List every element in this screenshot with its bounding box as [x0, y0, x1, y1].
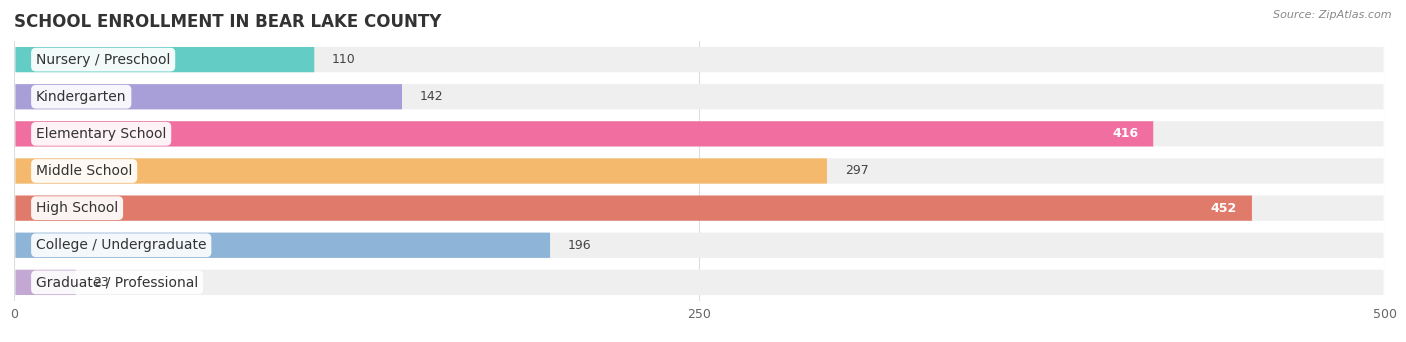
Text: Kindergarten: Kindergarten: [37, 90, 127, 104]
Text: Graduate / Professional: Graduate / Professional: [37, 275, 198, 289]
FancyBboxPatch shape: [15, 121, 1153, 146]
FancyBboxPatch shape: [15, 270, 76, 295]
Text: 110: 110: [332, 53, 356, 66]
Text: Source: ZipAtlas.com: Source: ZipAtlas.com: [1274, 10, 1392, 20]
FancyBboxPatch shape: [15, 196, 1384, 221]
FancyBboxPatch shape: [15, 158, 1384, 184]
Text: 142: 142: [420, 90, 443, 103]
FancyBboxPatch shape: [15, 233, 550, 258]
FancyBboxPatch shape: [15, 196, 1251, 221]
FancyBboxPatch shape: [15, 158, 827, 184]
Text: College / Undergraduate: College / Undergraduate: [37, 238, 207, 252]
Text: 196: 196: [568, 239, 592, 252]
Text: High School: High School: [37, 201, 118, 215]
Text: Nursery / Preschool: Nursery / Preschool: [37, 53, 170, 67]
Text: 297: 297: [845, 165, 869, 177]
Text: Elementary School: Elementary School: [37, 127, 166, 141]
FancyBboxPatch shape: [15, 233, 1384, 258]
Text: 452: 452: [1211, 202, 1237, 215]
Text: SCHOOL ENROLLMENT IN BEAR LAKE COUNTY: SCHOOL ENROLLMENT IN BEAR LAKE COUNTY: [14, 13, 441, 31]
FancyBboxPatch shape: [15, 84, 1384, 109]
FancyBboxPatch shape: [15, 121, 1384, 146]
FancyBboxPatch shape: [15, 47, 1384, 72]
FancyBboxPatch shape: [15, 47, 315, 72]
Text: Middle School: Middle School: [37, 164, 132, 178]
FancyBboxPatch shape: [15, 270, 1384, 295]
Text: 23: 23: [94, 276, 110, 289]
Text: 416: 416: [1112, 127, 1139, 140]
FancyBboxPatch shape: [15, 84, 402, 109]
